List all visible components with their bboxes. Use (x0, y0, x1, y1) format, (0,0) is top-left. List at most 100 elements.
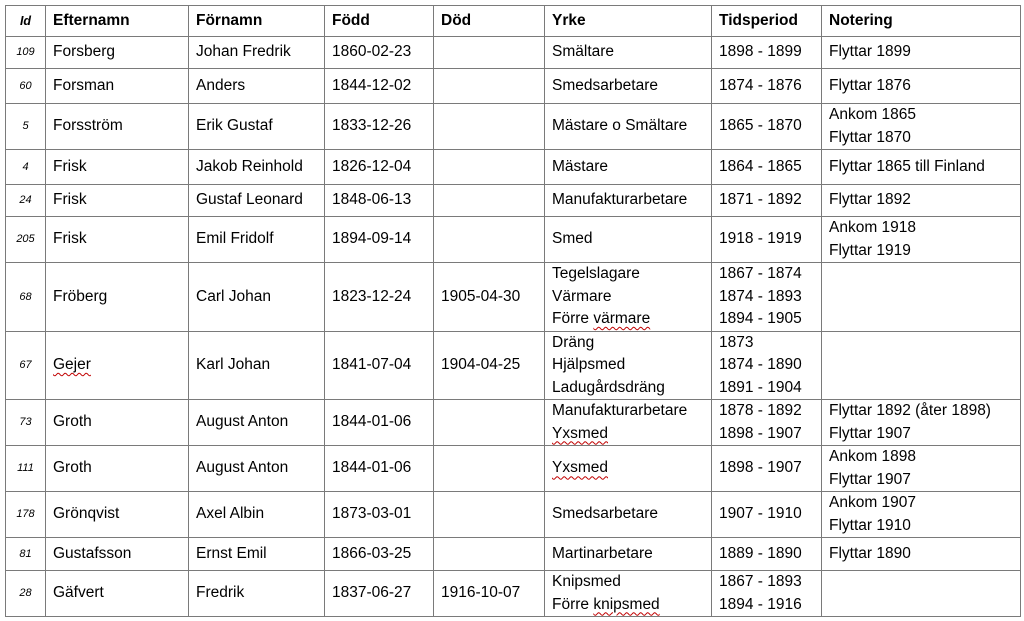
cell-tidsperiod: 1889 - 1890 (711, 537, 822, 571)
cell-dod: 1905-04-30 (433, 262, 545, 332)
cell-fornamn-text: Karl Johan (196, 356, 271, 373)
cell-id-text: 60 (19, 79, 32, 92)
cell-id: 28 (5, 570, 46, 617)
table-row: 73 Groth August Anton 1844-01-06 Manufaktura… (5, 399, 1021, 446)
cell-fodd: 1848-06-13 (324, 184, 434, 217)
table-row: 68 Fröberg Carl Johan 1823-12-24 1905-04-30 T… (5, 262, 1021, 332)
cell-efternamn: Gäfvert (45, 570, 189, 617)
cell-yrke-line: Hjälpsmed (552, 356, 626, 373)
cell-yrke-line: Mästare (552, 157, 608, 175)
table-row: 205 Frisk Emil Fridolf 1894-09-14 Smed 1918 -… (5, 216, 1021, 263)
cell-yrke-line: Yxsmed (552, 424, 608, 442)
cell-efternamn: Frisk (45, 216, 189, 263)
cell-yrke: Martinarbetare (544, 537, 712, 571)
cell-dod (433, 103, 545, 150)
cell-fornamn: Ernst Emil (188, 537, 325, 571)
cell-fodd-text: 1837-06-27 (332, 584, 412, 602)
cell-tidsperiod: 1918 - 1919 (711, 216, 822, 263)
cell-id: 68 (5, 262, 46, 332)
cell-yrke: Smältare (544, 36, 712, 69)
cell-fornamn-text: August Anton (196, 459, 289, 477)
cell-dod: 1904-04-25 (433, 330, 545, 400)
cell-notering-line: Flyttar 1907 (829, 424, 911, 442)
cell-fodd-text: 1841-07-04 (332, 356, 412, 373)
cell-efternamn-text: Gejer (53, 356, 91, 373)
cell-fodd-text: 1844-01-06 (332, 459, 412, 477)
cell-yrke: Mästare o Smältare (544, 103, 712, 150)
cell-tidsperiod-line: 1891 - 1904 (719, 378, 802, 396)
cell-efternamn-text: Frisk (53, 230, 87, 248)
cell-tidsperiod-line: 1865 - 1870 (719, 117, 802, 135)
cell-notering: Flyttar 1892 (åter 1898) Flyttar 1907 (821, 399, 1021, 446)
cell-efternamn: Frisk (45, 184, 189, 217)
table-row: 81 Gustafsson Ernst Emil 1866-03-25 Martinar… (5, 537, 1021, 571)
cell-fodd: 1894-09-14 (324, 216, 434, 263)
cell-id-text: 68 (19, 290, 32, 303)
cell-yrke-line: Ladugårdsdräng (552, 378, 665, 396)
cell-notering (821, 570, 1021, 617)
cell-notering-line: Flyttar 1899 (829, 43, 911, 61)
cell-yrke-line: Smältare (552, 43, 615, 61)
cell-id-text: 111 (17, 462, 34, 475)
cell-fornamn: Emil Fridolf (188, 216, 325, 263)
cell-notering: Flyttar 1876 (821, 68, 1021, 104)
cell-tidsperiod-line: 1918 - 1919 (719, 230, 802, 248)
cell-efternamn-text: Grönqvist (53, 505, 120, 523)
cell-efternamn-text: Groth (53, 459, 92, 477)
person-table: Id Efternamn Förnamn Född Död Yrke Tidsp… (5, 5, 1021, 617)
cell-efternamn-text: Groth (53, 413, 92, 431)
cell-notering-line: Ankom 1865 (829, 106, 917, 123)
cell-yrke: Manufakturarbetare Yxsmed (544, 399, 712, 446)
cell-tidsperiod-line: 1867 - 1893 (719, 573, 802, 590)
cell-dod-text: 1916-10-07 (441, 584, 521, 602)
cell-id: 60 (5, 68, 46, 104)
cell-efternamn-text: Fröberg (53, 287, 108, 305)
cell-yrke: Mästare (544, 149, 712, 185)
cell-id-text: 205 (16, 233, 35, 246)
table-row: 67 Gejer Karl Johan 1841-07-04 1904-04-25 Drä… (5, 330, 1021, 400)
cell-fornamn-text: Johan Fredrik (196, 43, 291, 61)
cell-efternamn-text: Gäfvert (53, 584, 104, 602)
cell-id: 81 (5, 537, 46, 571)
header-tidsperiod: Tidsperiod (711, 5, 822, 37)
cell-yrke-line: Förre värmare (552, 310, 651, 327)
table-row: 111 Groth August Anton 1844-01-06 Yxsmed 1898… (5, 445, 1021, 492)
cell-fornamn: Karl Johan (188, 330, 325, 400)
table-row: 24 Frisk Gustaf Leonard 1848-06-13 Manufaktu… (5, 184, 1021, 217)
cell-fornamn: Fredrik (188, 570, 325, 617)
cell-id-text: 109 (16, 46, 35, 59)
cell-fornamn-text: Fredrik (196, 584, 245, 602)
cell-yrke: Yxsmed (544, 445, 712, 492)
cell-id: 73 (5, 399, 46, 446)
cell-efternamn: Groth (45, 399, 189, 446)
cell-yrke-line: Tegelslagare (552, 265, 640, 282)
cell-id-text: 81 (19, 547, 32, 560)
cell-fodd-text: 1823-12-24 (332, 287, 412, 305)
cell-notering: Flyttar 1865 till Finland (821, 149, 1021, 185)
cell-tidsperiod: 1864 - 1865 (711, 149, 822, 185)
cell-tidsperiod-line: 1898 - 1907 (719, 424, 802, 442)
cell-notering: Ankom 1918 Flyttar 1919 (821, 216, 1021, 263)
cell-fodd: 1841-07-04 (324, 330, 434, 400)
cell-id: 24 (5, 184, 46, 217)
cell-fornamn-text: Erik Gustaf (196, 117, 273, 135)
cell-fornamn: Erik Gustaf (188, 103, 325, 150)
cell-fornamn: Johan Fredrik (188, 36, 325, 69)
cell-fornamn-text: Ernst Emil (196, 544, 267, 562)
cell-tidsperiod-line: 1898 - 1907 (719, 459, 802, 477)
cell-notering-line: Ankom 1907 (829, 494, 917, 511)
cell-fornamn: Jakob Reinhold (188, 149, 325, 185)
cell-efternamn: Gejer (45, 330, 189, 400)
cell-efternamn: Grönqvist (45, 491, 189, 538)
table-row: 60 Forsman Anders 1844-12-02 Smedsarbetare 18… (5, 68, 1021, 104)
cell-id-text: 28 (19, 587, 32, 600)
cell-tidsperiod-line: 1867 - 1874 (719, 265, 802, 282)
cell-dod-text: 1905-04-30 (441, 287, 521, 305)
cell-efternamn: Forsman (45, 68, 189, 104)
cell-tidsperiod-line: 1894 - 1905 (719, 310, 802, 327)
cell-tidsperiod: 1898 - 1907 (711, 445, 822, 492)
cell-id: 5 (5, 103, 46, 150)
cell-tidsperiod: 1865 - 1870 (711, 103, 822, 150)
header-row: Id Efternamn Förnamn Född Död Yrke Tidsp… (5, 5, 1021, 37)
cell-efternamn: Gustafsson (45, 537, 189, 571)
